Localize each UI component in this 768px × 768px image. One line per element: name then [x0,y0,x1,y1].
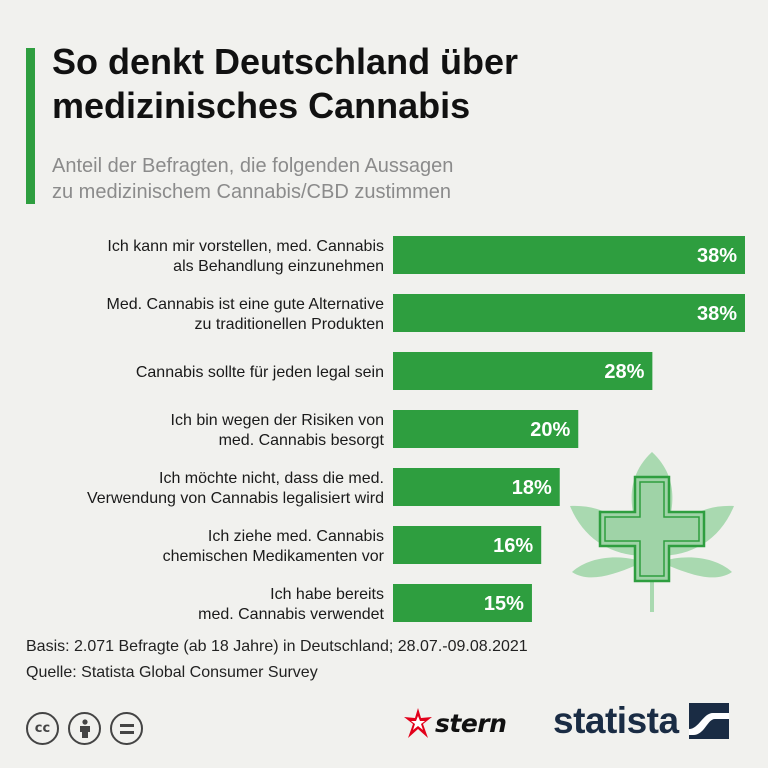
stern-wordmark: stern [435,708,507,738]
source-note: Quelle: Statista Global Consumer Survey [26,664,318,681]
bar [393,352,653,390]
value-label: 20% [530,419,570,441]
value-label: 18% [512,477,552,499]
bar [393,468,560,506]
chart-subtitle: Anteil der Befragten, die folgenden Auss… [52,153,752,205]
category-label: zu traditionellen Produkten [195,316,384,333]
page-title: So denkt Deutschland über medizinisches … [52,40,752,128]
subtitle-line: zu medizinischem Cannabis/CBD zustimmen [52,181,452,203]
statista-logo[interactable]: statista [553,700,729,742]
category-label: Cannabis sollte für jeden legal sein [136,364,384,381]
category-label: Ich möchte nicht, dass die med. [159,470,384,487]
title-accent-bar [26,48,35,204]
stern-star-icon [404,708,432,738]
bar [393,294,745,332]
category-label: Med. Cannabis ist eine gute Alternative [107,296,385,313]
bar [393,526,542,564]
category-label: als Behandlung einzunehmen [173,258,384,275]
basis-note: Basis: 2.071 Befragte (ab 18 Jahre) in D… [26,638,528,655]
value-label: 28% [604,361,644,383]
bar [393,236,745,274]
value-label: 38% [697,303,737,325]
value-label: 38% [697,245,737,267]
category-label: Ich habe bereits [270,586,384,603]
license-icons: cc [26,712,143,745]
category-label: Ich ziehe med. Cannabis [208,528,384,545]
cannabis-leaf-medical-cross-icon [570,452,734,612]
value-label: 16% [493,535,533,557]
statista-mark-icon [688,703,729,739]
subtitle-line: Anteil der Befragten, die folgenden Auss… [52,155,454,177]
statista-wordmark: statista [553,700,679,741]
bar [393,410,579,448]
category-label: Verwendung von Cannabis legalisiert wird [87,490,384,507]
category-label: med. Cannabis verwendet [198,606,384,623]
title-line: So denkt Deutschland über [52,41,519,82]
category-label: chemischen Medikamenten vor [163,548,385,565]
bar [393,584,532,622]
stern-logo[interactable]: stern [404,708,507,738]
category-label: Ich kann mir vorstellen, med. Cannabis [107,238,384,255]
value-label: 15% [484,593,524,615]
by-icon[interactable] [68,712,101,745]
category-label: med. Cannabis besorgt [219,432,385,449]
nd-icon[interactable] [110,712,143,745]
category-label: Ich bin wegen der Risiken von [171,412,384,429]
cc-icon[interactable]: cc [26,712,59,745]
title-line: medizinisches Cannabis [52,85,471,126]
